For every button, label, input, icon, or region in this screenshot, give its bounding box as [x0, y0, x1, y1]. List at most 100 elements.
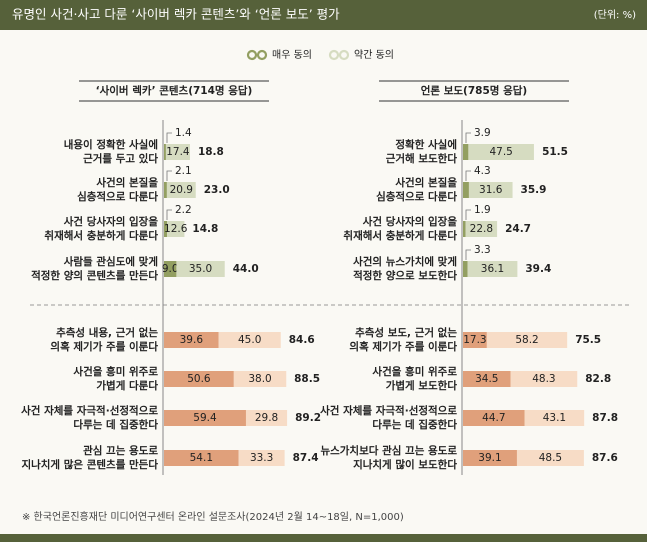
category-label: 사람들 관심도에 맞게	[64, 255, 158, 268]
bar-segment	[510, 371, 578, 387]
bar-segment	[164, 221, 168, 237]
value-label: 1.4	[175, 127, 192, 139]
panel-title: 언론 보도(785명 응답)	[421, 84, 527, 97]
value-label: 58.2	[515, 334, 538, 346]
bar-segment	[463, 450, 517, 466]
panel-title: ‘사이버 렉카’ 콘텐츠(714명 응답)	[96, 84, 253, 97]
bar-segment	[164, 144, 166, 160]
bar-segment	[463, 261, 468, 277]
total-label: 24.7	[505, 223, 531, 235]
value-label: 17.4	[166, 146, 190, 158]
total-label: 87.4	[293, 452, 319, 464]
category-label: 사건을 흥미 위주로	[372, 365, 457, 378]
value-label: 50.6	[187, 373, 211, 385]
category-label: 사건 당사자의 입장을	[64, 215, 159, 228]
callout-line	[465, 209, 471, 220]
value-label: 3.9	[474, 127, 491, 139]
legend-label: 약간 동의	[354, 49, 394, 61]
value-label: 9.0	[162, 263, 179, 275]
value-label: 1.9	[474, 204, 491, 216]
value-label: 54.1	[190, 452, 213, 464]
callout-line	[465, 132, 471, 143]
value-label: 31.6	[479, 184, 503, 196]
value-label: 39.1	[478, 452, 501, 464]
bar-segment	[245, 410, 288, 426]
category-label: 지나치게 많은 콘텐츠를 만든다	[21, 458, 158, 471]
total-label: 87.6	[592, 452, 618, 464]
bar-segment	[463, 144, 469, 160]
value-label: 2.2	[175, 204, 192, 216]
total-label: 39.4	[525, 263, 551, 275]
category-label: 추측성 내용, 근거 없는	[56, 326, 158, 339]
total-label: 51.5	[542, 146, 568, 158]
category-label: 지나치게 많이 보도한다	[353, 458, 457, 471]
bar-segment	[463, 332, 487, 348]
bar-segment	[167, 221, 185, 237]
category-label: 근거를 두고 있다	[83, 152, 158, 165]
callout-line	[166, 170, 172, 181]
category-label: 사건의 본질을	[96, 176, 158, 189]
bar-segment	[468, 182, 513, 198]
bar-segment	[233, 371, 287, 387]
value-label: 4.3	[474, 165, 491, 177]
category-label: 다루는 데 집중한다	[372, 418, 457, 431]
category-label: 가볍게 보도한다	[386, 379, 458, 392]
category-label: 사건 자체를 자극적·선정적으로	[320, 404, 457, 417]
category-label: 적정한 양의 콘텐츠를 만든다	[31, 269, 158, 282]
value-label: 39.6	[180, 334, 204, 346]
bar-segment	[218, 332, 281, 348]
callout-line	[465, 249, 471, 260]
callout-line	[465, 170, 471, 181]
value-label: 45.0	[238, 334, 261, 346]
bar-segment	[465, 221, 498, 237]
value-label: 44.7	[482, 412, 505, 424]
value-label: 36.1	[481, 263, 504, 275]
category-label: 사건의 본질을	[395, 176, 457, 189]
total-label: 14.8	[192, 223, 218, 235]
bar-segment	[164, 410, 246, 426]
category-label: 심층적으로 다룬다	[77, 190, 158, 203]
category-label: 의혹 제기가 주를 이룬다	[349, 340, 457, 353]
value-label: 22.8	[470, 223, 493, 235]
category-label: 관심 끄는 용도로	[83, 444, 158, 457]
bar-segment	[463, 371, 511, 387]
bar-segment	[166, 182, 196, 198]
source-note: ※ 한국언론진흥재단 미디어연구센터 온라인 설문조사(2024년 2월 14~…	[22, 510, 404, 523]
category-label: 적정한 양으로 보도한다	[353, 269, 457, 282]
bar-segment	[165, 144, 190, 160]
value-label: 17.3	[463, 334, 486, 346]
value-label: 47.5	[489, 146, 512, 158]
total-label: 35.9	[521, 184, 547, 196]
bar-segment	[486, 332, 568, 348]
bar-segment	[516, 450, 584, 466]
value-label: 35.0	[189, 263, 212, 275]
bar-segment	[463, 221, 466, 237]
value-label: 20.9	[170, 184, 193, 196]
bar-segment	[164, 450, 239, 466]
value-label: 33.3	[250, 452, 273, 464]
bar-segment	[238, 450, 285, 466]
total-label: 89.2	[295, 412, 321, 424]
total-label: 23.0	[204, 184, 230, 196]
category-label: 추측성 보도, 근거 없는	[355, 326, 457, 339]
category-label: 내용이 정확한 사실에	[64, 138, 158, 151]
footer-bar	[0, 534, 647, 542]
header-bar	[0, 0, 647, 30]
bar-segment	[524, 410, 585, 426]
category-label: 정확한 사실에	[395, 138, 457, 151]
legend-swatch	[338, 49, 350, 61]
legend-swatch	[328, 49, 340, 61]
category-label: 취재해서 충분하게 다룬다	[44, 229, 158, 242]
category-label: 사건을 흥미 위주로	[73, 365, 158, 378]
value-label: 12.6	[164, 223, 188, 235]
category-label: 사건의 뉴스가치에 맞게	[353, 255, 457, 268]
total-label: 18.8	[198, 146, 224, 158]
bar-segment	[164, 261, 177, 277]
category-label: 의혹 제기가 주를 이룬다	[50, 340, 158, 353]
legend-swatch	[256, 49, 268, 61]
legend-swatch	[246, 49, 258, 61]
value-label: 59.4	[193, 412, 217, 424]
bar-segment	[463, 182, 469, 198]
bar-segment	[164, 332, 219, 348]
